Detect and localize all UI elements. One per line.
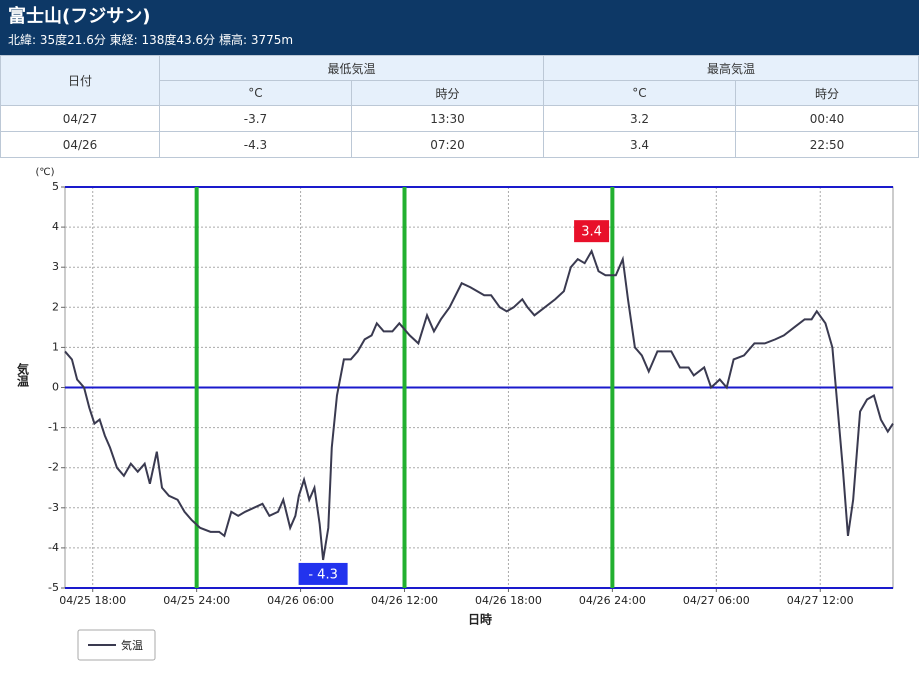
- cell: 3.4: [543, 131, 736, 158]
- line: [64, 248, 894, 561]
- y-tick-label: 4: [52, 220, 59, 233]
- header-cell: °C: [159, 80, 352, 106]
- header-cell: °C: [543, 80, 736, 106]
- y-tick-label: -2: [48, 461, 59, 474]
- y-tick-label: 5: [52, 180, 59, 193]
- cell: 04/26: [0, 131, 160, 158]
- y-tick-label: 2: [52, 300, 59, 313]
- y-tick-label: -5: [48, 581, 59, 594]
- cell: -3.7: [159, 105, 352, 132]
- legend-label: 気温: [121, 638, 143, 652]
- x-tick-label: 04/27 06:00: [683, 594, 750, 607]
- cell: -4.3: [159, 131, 352, 158]
- subtitle: 北緯: 35度21.6分 東経: 138度43.6分 標高: 3775m: [8, 33, 294, 47]
- cell: 22:50: [735, 131, 919, 158]
- annotation-label: - 4.3: [308, 567, 338, 582]
- x-tick-label: 04/25 24:00: [163, 594, 230, 607]
- cell: 04/27: [0, 105, 160, 132]
- header-cell: 最低気温: [159, 55, 544, 81]
- header-cell: 時分: [735, 80, 919, 106]
- annotation-label: 3.4: [581, 225, 602, 240]
- y-tick-label: -4: [48, 541, 59, 554]
- cell: 07:20: [351, 131, 544, 158]
- cell: 13:30: [351, 105, 544, 132]
- header-cell: 日付: [0, 55, 160, 106]
- x-axis-label: 日時: [468, 612, 492, 627]
- y-tick-label: 0: [52, 381, 59, 394]
- title: 富士山(フジサン): [8, 6, 151, 27]
- summary-table: 日付 最低気温 最高気温 °C 時分 °C 時分 04/27 -3.7 13:3…: [0, 55, 919, 158]
- x-tick-label: 04/27 12:00: [787, 594, 854, 607]
- annotation-box: [298, 562, 348, 585]
- y-tick-label: 1: [52, 340, 59, 353]
- chart: (℃) 日時 気温 -5 -4 -3 -2 -1 0 1 2 3 4 5 04/25 18:00 04/…: [16, 167, 894, 661]
- y-tick-label: -3: [48, 501, 59, 514]
- x-tick-label: 04/26 12:00: [371, 594, 438, 607]
- cell: 3.2: [543, 105, 736, 132]
- x-tick-label: 04/26 24:00: [579, 594, 646, 607]
- cell: 00:40: [735, 105, 919, 132]
- x-tick-label: 04/25 18:00: [59, 594, 126, 607]
- annotation-box: [574, 220, 610, 243]
- header-cell: 最高気温: [543, 55, 919, 81]
- y-tick-label: 3: [52, 260, 59, 273]
- legend-box: [77, 629, 156, 661]
- x-tick-label: 04/26 18:00: [475, 594, 542, 607]
- header-cell: 時分: [351, 80, 544, 106]
- y-axis-label: 気温: [16, 362, 30, 388]
- x-tick-label: 04/26 06:00: [267, 594, 334, 607]
- y-tick-label: -1: [48, 421, 59, 434]
- header: 富士山(フジサン) 北緯: 35度21.6分 東経: 138度43.6分 標高:…: [0, 0, 919, 55]
- y-unit: (℃): [35, 167, 54, 178]
